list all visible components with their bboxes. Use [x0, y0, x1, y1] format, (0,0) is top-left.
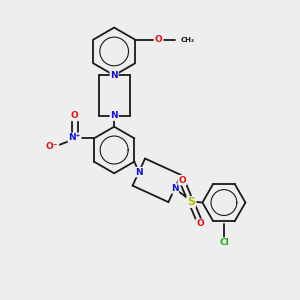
Text: N: N [110, 71, 118, 80]
Text: CH₃: CH₃ [180, 37, 194, 43]
Text: N: N [171, 184, 178, 193]
Text: O: O [155, 35, 163, 44]
Text: O: O [71, 112, 79, 121]
Text: O⁻: O⁻ [46, 142, 58, 151]
Text: N⁺: N⁺ [68, 133, 81, 142]
Text: S: S [187, 197, 195, 207]
Text: Cl: Cl [219, 238, 229, 247]
Text: N: N [110, 111, 118, 120]
Text: N: N [135, 168, 142, 177]
Text: O: O [178, 176, 186, 185]
Text: O: O [196, 219, 204, 228]
